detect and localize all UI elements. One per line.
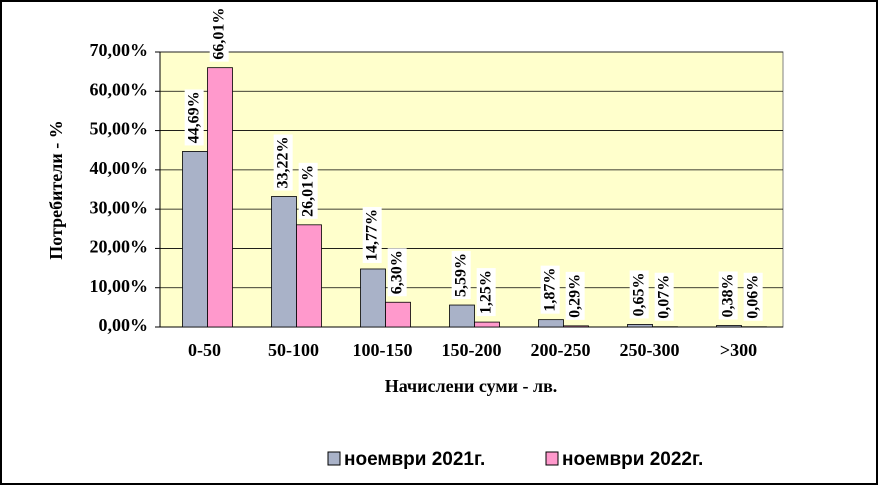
bar bbox=[296, 224, 322, 328]
bar bbox=[449, 304, 475, 328]
plot-area bbox=[159, 51, 784, 328]
bar bbox=[474, 321, 500, 328]
x-tick-label: 200-250 bbox=[531, 340, 591, 360]
value-label-group: 0,38% bbox=[718, 271, 738, 320]
x-tick-label: 0-50 bbox=[188, 340, 221, 360]
value-label: 0,38% bbox=[720, 274, 737, 318]
bar bbox=[538, 319, 564, 328]
legend-swatch bbox=[327, 451, 341, 466]
value-label: 14,77% bbox=[364, 209, 381, 261]
value-label: 26,01% bbox=[300, 165, 317, 217]
value-label-group: 0,06% bbox=[743, 272, 763, 321]
value-label: 0,65% bbox=[631, 272, 648, 316]
value-label-bg bbox=[184, 89, 204, 146]
bar bbox=[563, 325, 589, 328]
y-tick-label: 0,00% bbox=[99, 315, 149, 335]
value-label: 33,22% bbox=[275, 136, 292, 188]
y-tick-label: 40,00% bbox=[90, 158, 149, 178]
y-tick-label: 10,00% bbox=[90, 276, 149, 296]
y-tick-label: 70,00% bbox=[90, 40, 149, 60]
value-label-group: 0,65% bbox=[629, 270, 649, 319]
value-label: 1,87% bbox=[542, 268, 559, 312]
value-label: 6,30% bbox=[389, 250, 406, 294]
value-label: 66,01% bbox=[211, 8, 228, 60]
legend-label: ноември 2022г. bbox=[562, 449, 703, 470]
value-label-group: 44,69% bbox=[184, 89, 204, 146]
value-label-bg bbox=[743, 272, 763, 321]
value-label-bg bbox=[476, 268, 496, 317]
value-label-bg bbox=[654, 272, 674, 321]
value-label: 44,69% bbox=[186, 91, 203, 143]
y-axis-title: Потребители - % bbox=[46, 120, 66, 260]
value-label-group: 14,77% bbox=[362, 206, 382, 263]
bar bbox=[716, 325, 742, 328]
value-label-bg bbox=[273, 134, 293, 191]
bar bbox=[627, 324, 653, 328]
value-label-group: 33,22% bbox=[273, 134, 293, 191]
value-label-bg bbox=[209, 5, 229, 62]
y-tick-label: 20,00% bbox=[90, 237, 149, 257]
x-tick-label: 100-150 bbox=[353, 340, 413, 360]
value-label-group: 66,01% bbox=[209, 5, 229, 62]
bar bbox=[360, 268, 386, 328]
value-label-group: 1,87% bbox=[540, 265, 560, 314]
y-tick-label: 50,00% bbox=[90, 119, 149, 139]
value-label: 1,25% bbox=[478, 270, 495, 314]
value-label-bg bbox=[565, 271, 585, 320]
x-axis-title: Начислени суми - лв. bbox=[385, 376, 558, 396]
x-tick-label: 50-100 bbox=[268, 340, 319, 360]
bar bbox=[385, 301, 411, 328]
x-tick-label: >300 bbox=[720, 340, 757, 360]
x-tick-label: 250-300 bbox=[620, 340, 680, 360]
y-tick-label: 60,00% bbox=[90, 79, 149, 99]
value-label-group: 26,01% bbox=[298, 162, 318, 219]
value-label-group: 0,29% bbox=[565, 271, 585, 320]
legend-label: ноември 2021г. bbox=[344, 449, 485, 470]
value-label: 0,07% bbox=[656, 275, 673, 319]
value-label-bg bbox=[718, 271, 738, 320]
legend-swatch bbox=[545, 451, 559, 466]
value-label-bg bbox=[629, 270, 649, 319]
x-tick-label: 150-200 bbox=[442, 340, 502, 360]
value-label-bg bbox=[451, 251, 471, 300]
value-label-group: 1,25% bbox=[476, 268, 496, 317]
value-label-group: 0,07% bbox=[654, 272, 674, 321]
value-label-bg bbox=[362, 206, 382, 263]
bar bbox=[182, 151, 208, 328]
value-label: 5,59% bbox=[453, 253, 470, 297]
value-label: 0,29% bbox=[567, 274, 584, 318]
value-label-group: 5,59% bbox=[451, 251, 471, 300]
value-label-bg bbox=[540, 265, 560, 314]
value-label-bg bbox=[298, 162, 318, 219]
value-label-bg bbox=[387, 248, 407, 297]
y-tick-label: 30,00% bbox=[90, 197, 149, 217]
value-label: 0,06% bbox=[745, 275, 762, 319]
bar bbox=[271, 196, 297, 328]
value-label-group: 6,30% bbox=[387, 248, 407, 297]
bar bbox=[207, 67, 233, 328]
